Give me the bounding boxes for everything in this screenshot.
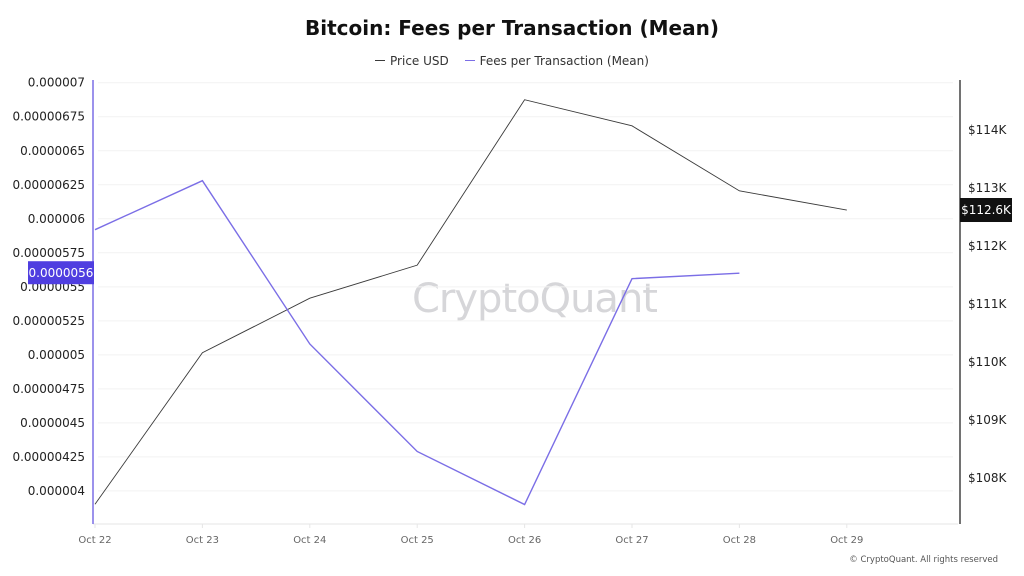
left-axis-tick: 0.00000425	[12, 450, 85, 464]
right-current-value-badge	[960, 198, 1012, 223]
legend-swatch-price	[375, 60, 386, 61]
right-axis-tick: $113K	[968, 181, 1008, 195]
right-axis-tick: $112K	[968, 239, 1008, 253]
left-axis-tick: 0.000005	[28, 348, 85, 362]
x-axis-tick: Oct 25	[401, 535, 434, 546]
x-axis-tick: Oct 28	[723, 535, 756, 546]
legend: Price USD Fees per Transaction (Mean)	[0, 50, 1024, 68]
series-line-price	[94, 99, 847, 505]
x-axis-tick: Oct 27	[615, 535, 648, 546]
watermark: CryptoQuant	[412, 276, 658, 322]
right-axis-tick: $114K	[968, 123, 1008, 137]
right-axis-tick: $110K	[968, 355, 1008, 369]
left-current-value-label: 0.0000056	[29, 266, 94, 280]
left-axis-tick: 0.000007	[28, 76, 85, 90]
legend-item-fees[interactable]: Fees per Transaction (Mean)	[464, 53, 649, 68]
left-axis-tick: 0.00000625	[12, 178, 85, 192]
x-axis-tick: Oct 26	[508, 535, 541, 546]
left-current-value-badge	[28, 261, 94, 285]
left-axis-tick: 0.00000475	[12, 382, 85, 396]
x-axis-tick: Oct 22	[78, 535, 111, 546]
left-axis-tick: 0.00000675	[12, 110, 85, 124]
left-axis-tick: 0.0000065	[20, 144, 85, 158]
copyright: © CryptoQuant. All rights reserved	[849, 555, 998, 565]
left-axis-tick: 0.000004	[28, 484, 85, 498]
x-axis-tick: Oct 23	[186, 535, 219, 546]
right-axis-tick: $109K	[968, 413, 1008, 427]
legend-label-price: Price USD	[390, 53, 449, 68]
legend-swatch-fees	[464, 60, 475, 61]
legend-item-price[interactable]: Price USD	[375, 54, 449, 68]
right-axis-tick: $111K	[968, 297, 1008, 311]
series-line-fees	[94, 179, 740, 506]
left-axis-tick: 0.0000045	[20, 416, 85, 430]
left-axis-tick: 0.00000575	[12, 246, 85, 260]
right-current-value-label: $112.6K	[961, 203, 1012, 217]
right-axis-tick: $108K	[968, 471, 1008, 485]
x-axis-tick: Oct 29	[830, 535, 863, 546]
left-axis-tick: 0.000006	[28, 212, 85, 226]
x-axis-tick: Oct 24	[293, 535, 326, 546]
chart-title: Bitcoin: Fees per Transaction (Mean)	[304, 16, 719, 40]
legend-label-fees: Fees per Transaction (Mean)	[479, 53, 649, 68]
left-axis-tick: 0.00000525	[12, 314, 85, 328]
